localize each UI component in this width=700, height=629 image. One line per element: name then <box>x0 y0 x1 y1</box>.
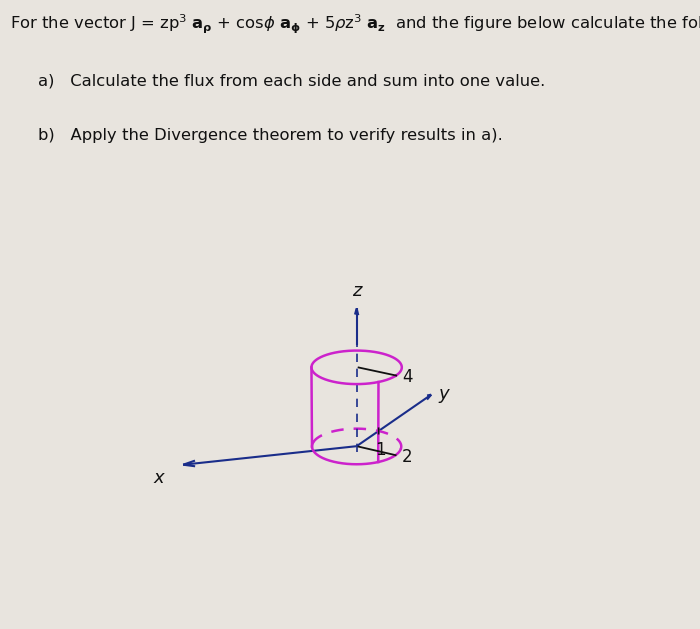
Text: a)   Calculate the flux from each side and sum into one value.: a) Calculate the flux from each side and… <box>38 74 546 89</box>
Text: b)   Apply the Divergence theorem to verify results in a).: b) Apply the Divergence theorem to verif… <box>38 128 503 143</box>
Text: For the vector J = zp$^3$ $\bf{a}_\rho$ + cos$\phi$ $\bf{a}_\phi$ + 5$\rho$z$^3$: For the vector J = zp$^3$ $\bf{a}_\rho$ … <box>10 13 700 36</box>
